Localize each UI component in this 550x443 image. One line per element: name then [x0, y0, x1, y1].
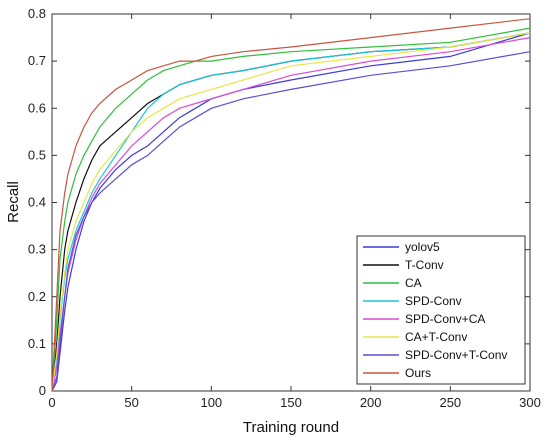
legend-label-6: SPD-Conv+T-Conv [405, 348, 507, 362]
y-axis-label: Recall [5, 181, 22, 223]
y-tick-label: 0.7 [28, 53, 46, 68]
y-tick-label: 0.6 [28, 100, 46, 115]
x-tick-label: 300 [519, 395, 541, 410]
x-axis-label: Training round [243, 419, 339, 436]
x-tick-label: 100 [200, 395, 222, 410]
legend-label-3: SPD-Conv [405, 294, 462, 308]
x-tick-label: 200 [360, 395, 382, 410]
y-tick-label: 0.8 [28, 6, 46, 21]
y-tick-label: 0.4 [28, 195, 46, 210]
y-tick-label: 0.3 [28, 242, 46, 257]
legend-label-7: Ours [405, 366, 431, 380]
series-line-0 [51, 32, 531, 392]
series-line-5 [51, 32, 531, 392]
series-line-2 [51, 27, 531, 392]
y-tick-label: 0.1 [28, 336, 46, 351]
legend-label-2: CA [405, 276, 422, 290]
x-tick-label: 150 [280, 395, 302, 410]
x-tick-label: 250 [439, 395, 461, 410]
x-tick-label: 0 [48, 395, 55, 410]
y-tick-label: 0.2 [28, 289, 46, 304]
legend-box [356, 235, 526, 385]
y-tick-label: 0.5 [28, 147, 46, 162]
y-tick-label: 0 [39, 383, 46, 398]
series-line-6 [51, 51, 531, 392]
legend-label-5: CA+T-Conv [405, 330, 467, 344]
x-tick-label: 50 [124, 395, 138, 410]
legend-label-1: T-Conv [405, 258, 444, 272]
legend-label-0: yolov5 [405, 240, 440, 254]
series-layer [51, 18, 531, 392]
legend: yolov5 T-Conv CA SPD-Conv SPD-Conv+CA CA+T-Co… [356, 235, 526, 385]
legend-label-4: SPD-Conv+CA [405, 312, 485, 326]
series-line-7 [51, 18, 531, 392]
x-axis: 0 50 100 150 200 250 300 [48, 14, 541, 410]
y-axis: 0 0.1 0.2 0.3 0.4 0.5 0.6 0.7 0.8 [28, 6, 530, 398]
